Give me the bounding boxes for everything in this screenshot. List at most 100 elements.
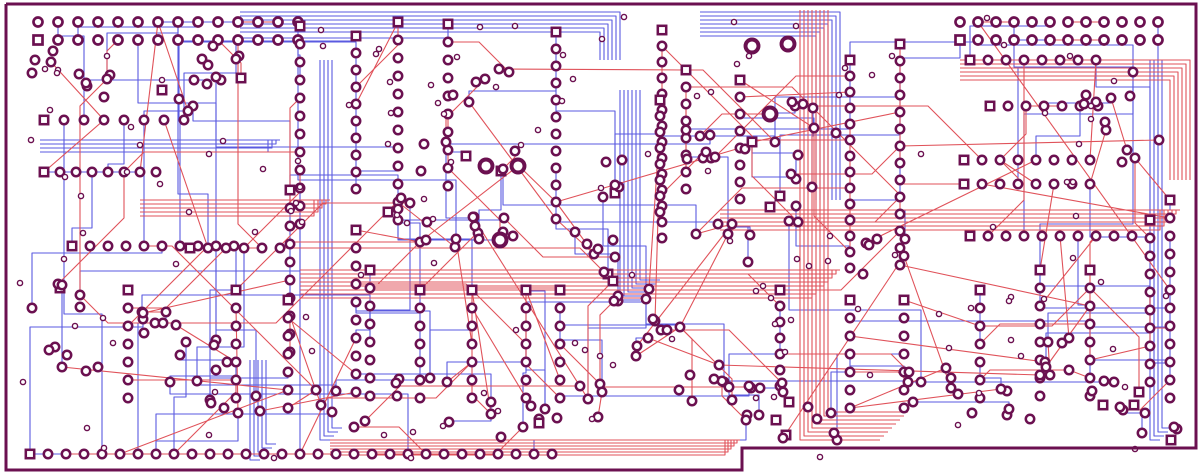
component-pads	[24, 16, 1183, 460]
via	[439, 422, 447, 430]
component-pad	[1090, 96, 1102, 108]
via	[945, 344, 953, 352]
top-trace	[330, 440, 738, 444]
ic-pin	[520, 374, 532, 386]
bottom-trace	[71, 172, 93, 246]
ic-pin	[844, 294, 856, 306]
ic-pin	[284, 184, 296, 196]
top-trace	[330, 440, 735, 447]
ic-pin	[680, 115, 692, 127]
component-pad	[1078, 98, 1090, 110]
top-trace	[720, 210, 1177, 215]
top-trace	[354, 426, 427, 455]
ic-pin	[1020, 100, 1032, 112]
header-pin	[1026, 34, 1038, 46]
ic-pin	[466, 374, 478, 386]
component-pad	[790, 200, 802, 212]
bottom-trace	[979, 362, 1002, 389]
component-pad	[80, 365, 92, 377]
via	[296, 183, 304, 191]
ic-pin	[680, 81, 692, 93]
bottom-trace	[327, 60, 338, 433]
top-trace	[1089, 59, 1097, 161]
top-trace	[519, 166, 557, 203]
header-pin	[152, 16, 164, 28]
ic-pin	[734, 74, 746, 86]
ic-pin	[442, 180, 454, 192]
via	[1072, 212, 1080, 220]
component-pad	[539, 403, 551, 415]
ic-pin	[294, 38, 306, 50]
via	[287, 207, 295, 215]
header-pin	[972, 34, 984, 46]
via	[294, 157, 302, 165]
ic-pin	[844, 262, 856, 274]
component-pad	[811, 413, 823, 425]
component-pad	[631, 340, 643, 352]
ic-pin	[256, 242, 268, 254]
ic-pin	[350, 98, 362, 110]
bottom-trace	[555, 32, 616, 185]
header-pin	[1044, 34, 1056, 46]
via	[109, 339, 117, 347]
component-pad	[1127, 66, 1139, 78]
component-pad	[616, 154, 628, 166]
component-pad	[680, 124, 692, 136]
component-pad	[740, 414, 752, 426]
component-pad	[235, 72, 247, 84]
ic-pin	[60, 448, 72, 460]
ic-pin	[894, 106, 906, 118]
via	[841, 64, 849, 72]
bottom-trace	[639, 90, 660, 281]
component-pad	[903, 366, 915, 378]
ic-pin	[1034, 318, 1046, 330]
component-pad	[1108, 376, 1120, 388]
bottom-trace	[240, 11, 621, 60]
header-pin	[152, 34, 164, 46]
via	[60, 255, 68, 263]
component-pad	[98, 91, 110, 103]
top-trace	[679, 326, 693, 401]
via	[1000, 41, 1008, 49]
ic-pin	[1000, 230, 1012, 242]
ic-pin	[680, 98, 692, 110]
ic-pin	[392, 106, 404, 118]
ic-pin	[38, 166, 50, 178]
component-pad	[359, 415, 371, 427]
ic-pin	[958, 154, 970, 166]
bottom-trace	[700, 15, 837, 200]
component-pad	[495, 431, 507, 443]
component-pad	[808, 122, 820, 134]
component-pad	[470, 76, 482, 88]
component-pad	[74, 289, 86, 301]
ic-pin	[894, 89, 906, 101]
ic-pin	[844, 86, 856, 98]
ic-pin	[554, 356, 566, 368]
via	[805, 262, 813, 270]
via	[512, 326, 520, 334]
ic-pin	[1030, 154, 1042, 166]
component-pad	[447, 89, 459, 101]
ic-pin	[1164, 374, 1176, 386]
ic-pin	[1084, 372, 1096, 384]
via	[476, 23, 484, 31]
component-pad	[783, 215, 795, 227]
header-pin	[72, 34, 84, 46]
ic-pin	[138, 114, 150, 126]
ic-pin	[238, 242, 250, 254]
large-pad	[743, 37, 761, 55]
ic-pin	[284, 274, 296, 286]
component-pad	[783, 396, 795, 408]
ic-pin	[294, 146, 306, 158]
ic-pin	[734, 125, 746, 137]
component-pad	[391, 390, 403, 402]
top-trace	[587, 280, 614, 399]
ic-pin	[456, 448, 468, 460]
component-pad	[1129, 152, 1141, 164]
via	[345, 101, 353, 109]
ic-pin	[222, 448, 234, 460]
bottom-trace	[209, 289, 236, 400]
via	[430, 259, 438, 267]
via	[559, 51, 567, 59]
via	[588, 415, 596, 423]
